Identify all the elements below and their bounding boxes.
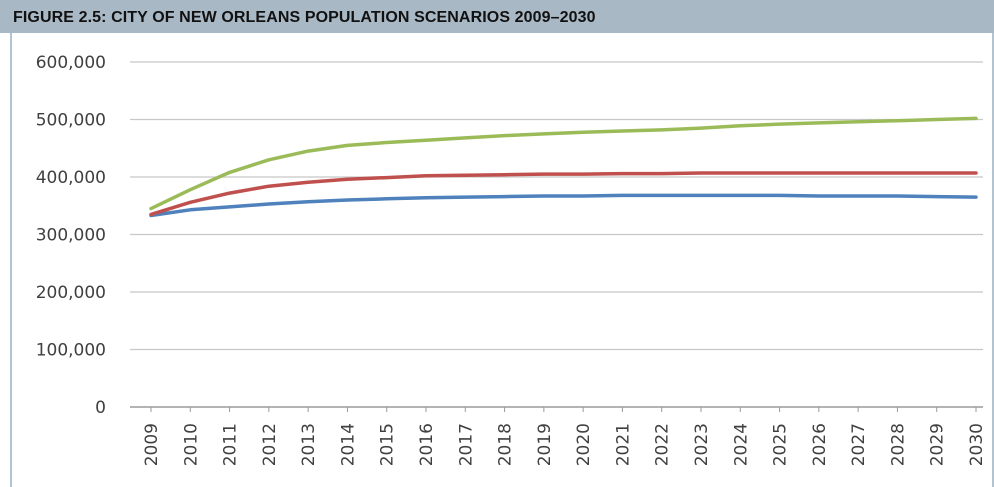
x-tick-label: 2023: [692, 423, 712, 466]
x-axis-tick-labels: 2009 2010 2011 2012 2013 2014 2015 2016 2017 2018…: [142, 407, 987, 466]
x-tick-label: 2013: [299, 423, 319, 466]
y-tick-label: 200,000: [36, 283, 106, 303]
x-tick-label: 2026: [810, 423, 830, 466]
x-tick-label: 2020: [574, 423, 594, 466]
x-tick-label: 2018: [496, 423, 516, 466]
y-tick-label: 300,000: [36, 226, 106, 246]
x-tick-label: 2019: [535, 423, 555, 466]
x-tick-label: 2028: [888, 423, 908, 466]
x-tick-label: 2010: [181, 423, 201, 466]
x-tick-label: 2024: [731, 423, 751, 466]
series-line-2: [151, 173, 976, 214]
x-tick-label: 2009: [142, 423, 162, 466]
x-tick-label: 2014: [338, 423, 358, 466]
y-tick-label: 500,000: [36, 111, 106, 131]
x-tick-label: 2030: [967, 423, 987, 466]
y-tick-label: 0: [95, 398, 106, 418]
x-tick-label: 2022: [653, 423, 673, 466]
series-lines: [151, 118, 976, 215]
x-tick-label: 2011: [221, 423, 241, 466]
x-tick-label: 2015: [378, 423, 398, 466]
x-tick-label: 2027: [849, 423, 869, 466]
y-tick-label: 400,000: [36, 168, 106, 188]
x-tick-label: 2012: [260, 423, 280, 466]
y-tick-label: 600,000: [36, 53, 106, 73]
x-tick-label: 2021: [613, 423, 633, 466]
x-tick-label: 2029: [928, 423, 948, 466]
gridlines: [130, 62, 983, 407]
x-tick-label: 2016: [417, 423, 437, 466]
x-tick-label: 2017: [456, 423, 476, 466]
series-line-1: [151, 195, 976, 215]
y-axis-tick-labels: 0 100,000 200,000 300,000 400,000 500,000 600,…: [36, 53, 106, 418]
y-tick-label: 100,000: [36, 341, 106, 361]
x-tick-label: 2025: [771, 423, 791, 466]
